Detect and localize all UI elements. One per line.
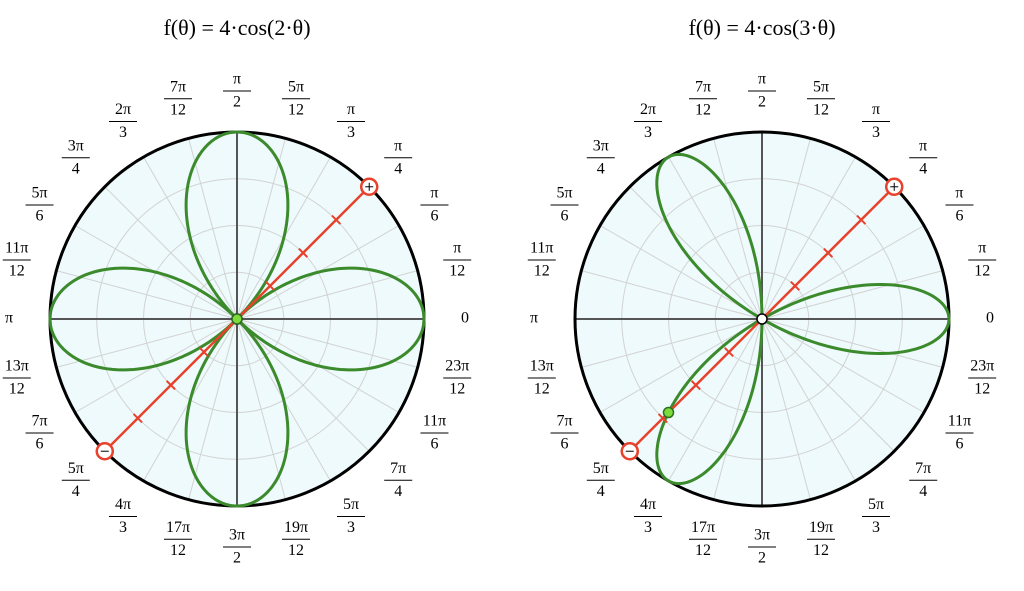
angle-tick-numerator: 4π — [640, 496, 656, 513]
angle-tick-numerator: 5π — [288, 78, 304, 95]
angle-tick-label: 0 — [461, 310, 469, 327]
angle-tick-denominator: 12 — [9, 263, 25, 280]
angle-tick-numerator: 7π — [390, 460, 406, 477]
angle-tick-numerator: π — [394, 137, 402, 154]
angle-tick-denominator: 12 — [534, 381, 550, 398]
angle-tick-denominator: 3 — [347, 124, 355, 141]
angle-tick-numerator: 17π — [166, 519, 190, 536]
angle-tick-denominator: 3 — [119, 519, 127, 536]
angle-tick-numerator: 5π — [68, 460, 84, 477]
angle-tick-denominator: 12 — [534, 263, 550, 280]
angle-tick-numerator: 17π — [691, 519, 715, 536]
angle-tick-numerator: π — [430, 185, 438, 202]
angle-tick-denominator: 3 — [644, 124, 652, 141]
angle-tick-numerator: π — [978, 240, 986, 257]
angle-tick-numerator: π — [758, 71, 766, 88]
angle-tick-denominator: 2 — [758, 550, 766, 567]
angle-tick-denominator: 6 — [430, 436, 438, 453]
angle-tick-denominator: 4 — [919, 483, 927, 500]
angle-tick-numerator: π — [347, 101, 355, 118]
angle-tick-numerator: 7π — [170, 78, 186, 95]
angle-tick-denominator: 12 — [813, 542, 829, 559]
angle-tick-denominator: 4 — [72, 483, 80, 500]
angle-tick-denominator: 4 — [394, 483, 402, 500]
angle-tick-denominator: 3 — [872, 124, 880, 141]
angle-tick-numerator: 7π — [32, 413, 48, 430]
origin — [757, 314, 767, 324]
angle-tick-numerator: 5π — [557, 185, 573, 202]
angle-tick-denominator: 12 — [449, 381, 465, 398]
angle-tick-numerator: 2π — [115, 101, 131, 118]
angle-tick-denominator: 12 — [170, 101, 186, 118]
angle-tick-numerator: 11π — [948, 413, 971, 430]
angle-tick-numerator: 3π — [754, 527, 770, 544]
angle-tick-numerator: 11π — [530, 240, 553, 257]
angle-tick-denominator: 2 — [233, 94, 241, 111]
angle-tick-denominator: 4 — [919, 160, 927, 177]
angle-tick-numerator: 23π — [970, 358, 994, 375]
angle-tick-denominator: 6 — [36, 436, 44, 453]
angle-tick-numerator: 13π — [530, 358, 554, 375]
chart-title: f(θ) = 4·cos(3·θ) — [688, 15, 835, 40]
chart-title: f(θ) = 4·cos(2·θ) — [163, 15, 310, 40]
angle-tick-numerator: π — [233, 71, 241, 88]
tracer-point — [232, 314, 242, 324]
angle-tick-numerator: 5π — [343, 496, 359, 513]
angle-tick-numerator: 5π — [813, 78, 829, 95]
angle-tick-numerator: 19π — [809, 519, 833, 536]
angle-tick-numerator: 7π — [557, 413, 573, 430]
angle-tick-denominator: 12 — [449, 263, 465, 280]
angle-tick-numerator: 7π — [915, 460, 931, 477]
angle-tick-denominator: 4 — [597, 160, 605, 177]
angle-tick-numerator: 3π — [68, 137, 84, 154]
angle-tick-denominator: 4 — [394, 160, 402, 177]
tracer-point — [663, 408, 673, 418]
angle-tick-numerator: 7π — [695, 78, 711, 95]
angle-tick-numerator: 11π — [423, 413, 446, 430]
angle-tick-numerator: 5π — [868, 496, 884, 513]
angle-tick-denominator: 12 — [288, 101, 304, 118]
angle-tick-numerator: π — [955, 185, 963, 202]
angle-tick-denominator: 4 — [597, 483, 605, 500]
angle-tick-denominator: 12 — [9, 381, 25, 398]
angle-tick-denominator: 6 — [36, 208, 44, 225]
angle-tick-denominator: 6 — [430, 208, 438, 225]
angle-tick-denominator: 6 — [561, 208, 569, 225]
angle-tick-label: 0 — [986, 310, 994, 327]
angle-tick-denominator: 12 — [288, 542, 304, 559]
angle-tick-denominator: 12 — [695, 542, 711, 559]
angle-tick-numerator: 3π — [593, 137, 609, 154]
angle-tick-denominator: 12 — [813, 101, 829, 118]
angle-tick-denominator: 2 — [233, 550, 241, 567]
angle-tick-numerator: 5π — [593, 460, 609, 477]
angle-tick-numerator: 2π — [640, 101, 656, 118]
angle-tick-numerator: π — [453, 240, 461, 257]
angle-tick-denominator: 6 — [561, 436, 569, 453]
angle-tick-numerator: 23π — [445, 358, 469, 375]
angle-tick-denominator: 12 — [170, 542, 186, 559]
angle-tick-denominator: 6 — [955, 436, 963, 453]
angle-tick-denominator: 2 — [758, 94, 766, 111]
angle-tick-numerator: 11π — [5, 240, 28, 257]
angle-tick-label: π — [5, 310, 13, 327]
angle-tick-denominator: 3 — [347, 519, 355, 536]
angle-tick-numerator: 5π — [32, 185, 48, 202]
angle-tick-numerator: 19π — [284, 519, 308, 536]
angle-tick-denominator: 3 — [119, 124, 127, 141]
angle-tick-numerator: π — [919, 137, 927, 154]
angle-tick-denominator: 3 — [872, 519, 880, 536]
angle-tick-denominator: 4 — [72, 160, 80, 177]
angle-tick-denominator: 6 — [955, 208, 963, 225]
angle-tick-numerator: 3π — [229, 527, 245, 544]
angle-tick-numerator: π — [872, 101, 880, 118]
angle-tick-denominator: 12 — [695, 101, 711, 118]
angle-tick-denominator: 3 — [644, 519, 652, 536]
angle-tick-numerator: 13π — [5, 358, 29, 375]
angle-tick-denominator: 12 — [974, 263, 990, 280]
angle-tick-numerator: 4π — [115, 496, 131, 513]
angle-tick-label: π — [530, 310, 538, 327]
angle-tick-denominator: 12 — [974, 381, 990, 398]
